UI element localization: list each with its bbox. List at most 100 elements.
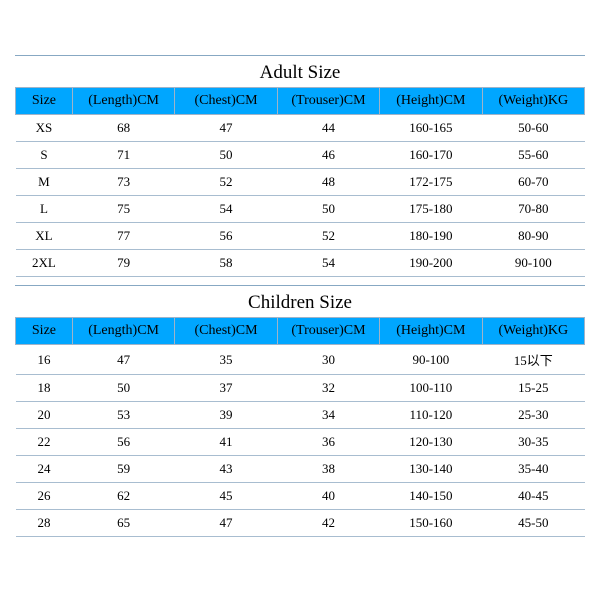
- table-row: M735248172-17560-70: [16, 169, 585, 196]
- col-length: (Length)CM: [72, 318, 174, 345]
- table-cell: 40-45: [482, 483, 584, 510]
- table-cell: 47: [175, 115, 277, 142]
- col-trouser: (Trouser)CM: [277, 318, 379, 345]
- table-row: 26624540140-15040-45: [16, 483, 585, 510]
- table-cell: 41: [175, 429, 277, 456]
- table-row: 2XL795854190-20090-100: [16, 250, 585, 277]
- col-height: (Height)CM: [380, 88, 482, 115]
- table-cell: 73: [72, 169, 174, 196]
- table-cell: 80-90: [482, 223, 584, 250]
- table-cell: 48: [277, 169, 379, 196]
- adult-size-section: Adult Size Size (Length)CM (Chest)CM (Tr…: [15, 55, 585, 277]
- table-cell: S: [16, 142, 73, 169]
- table-row: 18503732100-11015-25: [16, 375, 585, 402]
- table-cell: 172-175: [380, 169, 482, 196]
- col-weight: (Weight)KG: [482, 88, 584, 115]
- col-weight: (Weight)KG: [482, 318, 584, 345]
- adult-size-table: Size (Length)CM (Chest)CM (Trouser)CM (H…: [15, 87, 585, 277]
- table-row: 24594338130-14035-40: [16, 456, 585, 483]
- table-row: XS684744160-16550-60: [16, 115, 585, 142]
- table-cell: 79: [72, 250, 174, 277]
- table-cell: 175-180: [380, 196, 482, 223]
- table-cell: 28: [16, 510, 73, 537]
- table-cell: 50-60: [482, 115, 584, 142]
- table-cell: 40: [277, 483, 379, 510]
- table-cell: 39: [175, 402, 277, 429]
- table-cell: 50: [72, 375, 174, 402]
- table-cell: 180-190: [380, 223, 482, 250]
- table-cell: 44: [277, 115, 379, 142]
- table-cell: L: [16, 196, 73, 223]
- children-title: Children Size: [15, 285, 585, 317]
- table-cell: 110-120: [380, 402, 482, 429]
- table-cell: 59: [72, 456, 174, 483]
- col-size: Size: [16, 318, 73, 345]
- table-cell: 36: [277, 429, 379, 456]
- table-cell: 54: [175, 196, 277, 223]
- table-cell: 77: [72, 223, 174, 250]
- table-cell: 25-30: [482, 402, 584, 429]
- table-cell: 22: [16, 429, 73, 456]
- table-cell: 37: [175, 375, 277, 402]
- table-cell: 70-80: [482, 196, 584, 223]
- table-cell: 30-35: [482, 429, 584, 456]
- table-cell: 62: [72, 483, 174, 510]
- table-cell: 52: [175, 169, 277, 196]
- col-size: Size: [16, 88, 73, 115]
- table-cell: 71: [72, 142, 174, 169]
- adult-header-row: Size (Length)CM (Chest)CM (Trouser)CM (H…: [16, 88, 585, 115]
- table-row: 22564136120-13030-35: [16, 429, 585, 456]
- table-cell: 60-70: [482, 169, 584, 196]
- table-cell: 56: [175, 223, 277, 250]
- table-cell: M: [16, 169, 73, 196]
- table-cell: 35-40: [482, 456, 584, 483]
- children-size-section: Children Size Size (Length)CM (Chest)CM …: [15, 285, 585, 537]
- table-cell: XL: [16, 223, 73, 250]
- table-cell: 32: [277, 375, 379, 402]
- table-cell: 150-160: [380, 510, 482, 537]
- table-cell: 16: [16, 345, 73, 375]
- table-row: 28654742150-16045-50: [16, 510, 585, 537]
- table-cell: 50: [277, 196, 379, 223]
- table-cell: 38: [277, 456, 379, 483]
- table-cell: 90-100: [380, 345, 482, 375]
- table-cell: 45: [175, 483, 277, 510]
- table-cell: XS: [16, 115, 73, 142]
- table-cell: 18: [16, 375, 73, 402]
- table-row: 20533934110-12025-30: [16, 402, 585, 429]
- table-cell: 15-25: [482, 375, 584, 402]
- children-header-row: Size (Length)CM (Chest)CM (Trouser)CM (H…: [16, 318, 585, 345]
- table-cell: 26: [16, 483, 73, 510]
- table-cell: 34: [277, 402, 379, 429]
- table-cell: 45-50: [482, 510, 584, 537]
- table-cell: 20: [16, 402, 73, 429]
- table-cell: 30: [277, 345, 379, 375]
- table-cell: 53: [72, 402, 174, 429]
- table-cell: 42: [277, 510, 379, 537]
- table-row: S715046160-17055-60: [16, 142, 585, 169]
- table-row: L755450175-18070-80: [16, 196, 585, 223]
- table-cell: 190-200: [380, 250, 482, 277]
- table-cell: 15以下: [482, 345, 584, 375]
- table-cell: 55-60: [482, 142, 584, 169]
- col-length: (Length)CM: [72, 88, 174, 115]
- table-cell: 75: [72, 196, 174, 223]
- col-chest: (Chest)CM: [175, 318, 277, 345]
- table-cell: 100-110: [380, 375, 482, 402]
- children-size-table: Size (Length)CM (Chest)CM (Trouser)CM (H…: [15, 317, 585, 537]
- table-cell: 35: [175, 345, 277, 375]
- table-cell: 160-165: [380, 115, 482, 142]
- table-cell: 43: [175, 456, 277, 483]
- table-cell: 47: [175, 510, 277, 537]
- table-cell: 65: [72, 510, 174, 537]
- table-cell: 24: [16, 456, 73, 483]
- table-cell: 47: [72, 345, 174, 375]
- table-row: XL775652180-19080-90: [16, 223, 585, 250]
- table-cell: 52: [277, 223, 379, 250]
- col-height: (Height)CM: [380, 318, 482, 345]
- col-chest: (Chest)CM: [175, 88, 277, 115]
- table-cell: 120-130: [380, 429, 482, 456]
- table-cell: 68: [72, 115, 174, 142]
- table-cell: 2XL: [16, 250, 73, 277]
- table-cell: 54: [277, 250, 379, 277]
